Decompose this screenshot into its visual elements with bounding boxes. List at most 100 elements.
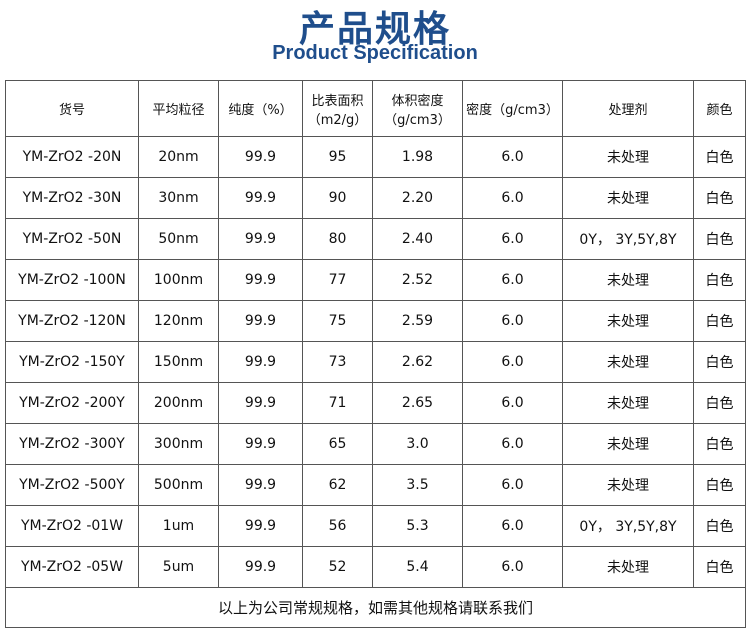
cell: 90 bbox=[302, 177, 373, 219]
cell: 白色 bbox=[693, 136, 746, 178]
cell: 未处理 bbox=[562, 464, 694, 506]
header-cell: 平均粒径 bbox=[138, 80, 219, 137]
cell: 6.0 bbox=[462, 177, 563, 219]
cell: YM-ZrO2 -01W bbox=[5, 505, 139, 547]
cell: 6.0 bbox=[462, 259, 563, 301]
header-cell: 颜色 bbox=[693, 80, 746, 137]
data-row: YM-ZrO2 -20N 20nm 99.9 95 1.98 6.0 未处理 白色 bbox=[5, 136, 746, 178]
cell: 6.0 bbox=[462, 300, 563, 342]
cell: 1.98 bbox=[372, 136, 463, 178]
cell: YM-ZrO2 -100N bbox=[5, 259, 139, 301]
cell: 100nm bbox=[138, 259, 219, 301]
header-row: 货号 平均粒径 纯度（%） 比表面积 （m2/g） 体积密度 （g/cm3） 密度（g/cm3… bbox=[5, 80, 746, 137]
cell: 5.3 bbox=[372, 505, 463, 547]
cell: 2.62 bbox=[372, 341, 463, 383]
cell: 白色 bbox=[693, 382, 746, 424]
header-cell: 货号 bbox=[5, 80, 139, 137]
cell: 未处理 bbox=[562, 136, 694, 178]
cell: 6.0 bbox=[462, 382, 563, 424]
cell: 20nm bbox=[138, 136, 219, 178]
header-cell: 比表面积 （m2/g） bbox=[302, 80, 373, 137]
cell: YM-ZrO2 -500Y bbox=[5, 464, 139, 506]
cell: 6.0 bbox=[462, 218, 563, 260]
cell: YM-ZrO2 -50N bbox=[5, 218, 139, 260]
cell: YM-ZrO2 -30N bbox=[5, 177, 139, 219]
spec-table: 货号 平均粒径 纯度（%） 比表面积 （m2/g） 体积密度 （g/cm3） 密度（g/cm3… bbox=[5, 80, 746, 628]
data-row: YM-ZrO2 -200Y 200nm 99.9 71 2.65 6.0 未处理 白色 bbox=[5, 382, 746, 424]
cell: 未处理 bbox=[562, 423, 694, 465]
cell: 99.9 bbox=[218, 341, 303, 383]
cell: 6.0 bbox=[462, 464, 563, 506]
cell: 白色 bbox=[693, 259, 746, 301]
cell: 2.59 bbox=[372, 300, 463, 342]
cell: 1um bbox=[138, 505, 219, 547]
cell: 56 bbox=[302, 505, 373, 547]
cell: 3.0 bbox=[372, 423, 463, 465]
cell: 2.40 bbox=[372, 218, 463, 260]
cell: 5.4 bbox=[372, 546, 463, 588]
footer-note: 以上为公司常规规格，如需其他规格请联系我们 bbox=[5, 587, 746, 628]
cell: 99.9 bbox=[218, 218, 303, 260]
cell: 99.9 bbox=[218, 177, 303, 219]
cell: 未处理 bbox=[562, 382, 694, 424]
header-cell: 密度（g/cm3） bbox=[462, 80, 563, 137]
header-cell: 纯度（%） bbox=[218, 80, 303, 137]
cell: 3.5 bbox=[372, 464, 463, 506]
header-line: （g/cm3） bbox=[384, 112, 451, 128]
cell: 6.0 bbox=[462, 505, 563, 547]
footer-row: 以上为公司常规规格，如需其他规格请联系我们 bbox=[5, 587, 746, 628]
cell: 99.9 bbox=[218, 259, 303, 301]
cell: 0Y， 3Y,5Y,8Y bbox=[562, 505, 694, 547]
cell: 未处理 bbox=[562, 300, 694, 342]
cell: 6.0 bbox=[462, 341, 563, 383]
cell: 白色 bbox=[693, 423, 746, 465]
cell: 白色 bbox=[693, 341, 746, 383]
cell: YM-ZrO2 -05W bbox=[5, 546, 139, 588]
cell: YM-ZrO2 -200Y bbox=[5, 382, 139, 424]
header-line: 比表面积 bbox=[311, 93, 364, 109]
subtitle: Product Specification bbox=[272, 42, 478, 64]
cell: 99.9 bbox=[218, 546, 303, 588]
cell: 白色 bbox=[693, 464, 746, 506]
cell: 52 bbox=[302, 546, 373, 588]
cell: 99.9 bbox=[218, 464, 303, 506]
cell: 6.0 bbox=[462, 423, 563, 465]
cell: 50nm bbox=[138, 218, 219, 260]
cell: 73 bbox=[302, 341, 373, 383]
cell: 150nm bbox=[138, 341, 219, 383]
data-row: YM-ZrO2 -100N 100nm 99.9 77 2.52 6.0 未处理 白色 bbox=[5, 259, 746, 301]
cell: 白色 bbox=[693, 177, 746, 219]
cell: 未处理 bbox=[562, 259, 694, 301]
cell: 白色 bbox=[693, 300, 746, 342]
cell: 5um bbox=[138, 546, 219, 588]
cell: 未处理 bbox=[562, 341, 694, 383]
header-cell: 体积密度 （g/cm3） bbox=[372, 80, 463, 137]
data-row: YM-ZrO2 -300Y 300nm 99.9 65 3.0 6.0 未处理 白色 bbox=[5, 423, 746, 465]
cell: 2.52 bbox=[372, 259, 463, 301]
cell: YM-ZrO2 -300Y bbox=[5, 423, 139, 465]
cell: YM-ZrO2 -20N bbox=[5, 136, 139, 178]
cell: 95 bbox=[302, 136, 373, 178]
cell: 71 bbox=[302, 382, 373, 424]
cell: 99.9 bbox=[218, 300, 303, 342]
cell: 未处理 bbox=[562, 546, 694, 588]
cell: 75 bbox=[302, 300, 373, 342]
cell: 77 bbox=[302, 259, 373, 301]
cell: 未处理 bbox=[562, 177, 694, 219]
cell: 200nm bbox=[138, 382, 219, 424]
cell: 99.9 bbox=[218, 382, 303, 424]
cell: 99.9 bbox=[218, 136, 303, 178]
cell: 2.65 bbox=[372, 382, 463, 424]
header-line: （m2/g） bbox=[307, 112, 368, 128]
cell: YM-ZrO2 -120N bbox=[5, 300, 139, 342]
data-row: YM-ZrO2 -120N 120nm 99.9 75 2.59 6.0 未处理 白色 bbox=[5, 300, 746, 342]
cell: 30nm bbox=[138, 177, 219, 219]
cell: 2.20 bbox=[372, 177, 463, 219]
cell: YM-ZrO2 -150Y bbox=[5, 341, 139, 383]
data-row: YM-ZrO2 -50N 50nm 99.9 80 2.40 6.0 0Y， 3Y,5Y,8… bbox=[5, 218, 746, 260]
cell: 65 bbox=[302, 423, 373, 465]
cell: 80 bbox=[302, 218, 373, 260]
data-row: YM-ZrO2 -500Y 500nm 99.9 62 3.5 6.0 未处理 白色 bbox=[5, 464, 746, 506]
cell: 99.9 bbox=[218, 423, 303, 465]
